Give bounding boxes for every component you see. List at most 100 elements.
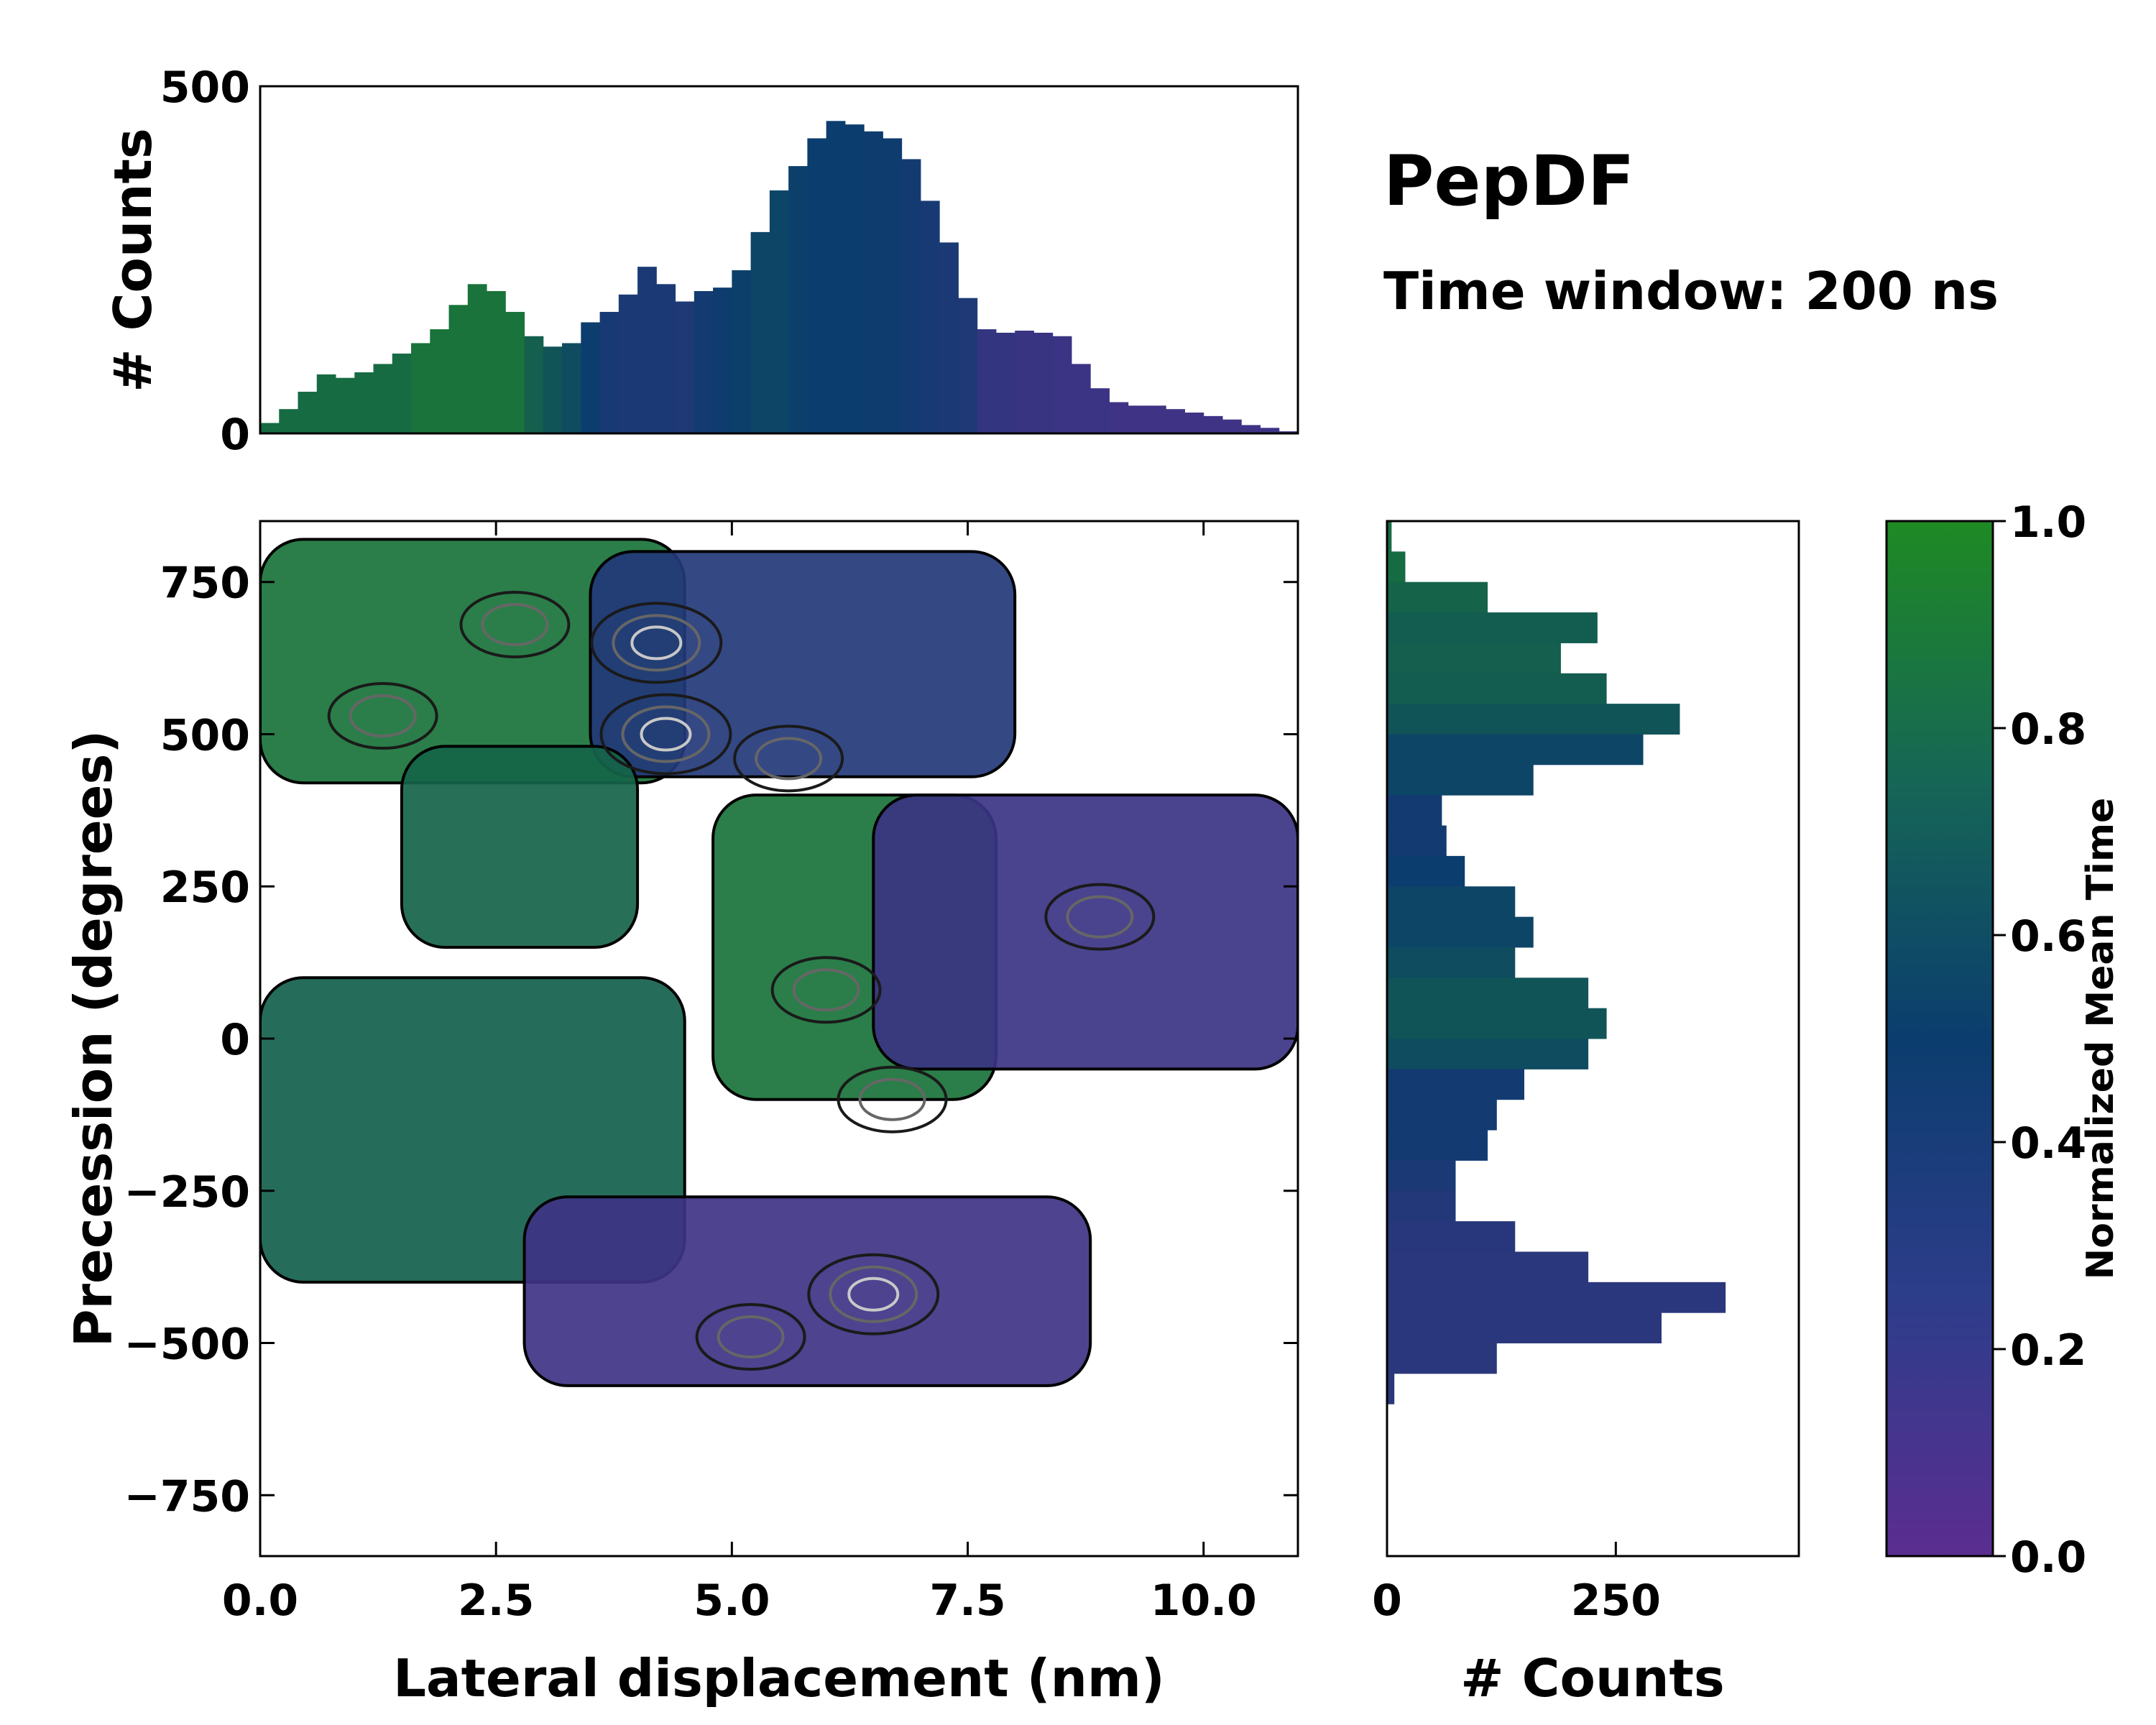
colorbar-tick-label: 0.6	[2010, 911, 2086, 962]
top-histogram-bar	[467, 284, 487, 433]
density-contour	[837, 1065, 948, 1133]
top-histogram-bar	[1052, 336, 1072, 433]
right-histogram-bar	[1387, 521, 1392, 552]
top-histogram-bar	[958, 298, 978, 433]
colorbar: 0.0 0.2 0.4 0.6 0.8 1.0 Normalized Mean Time	[1885, 497, 2122, 1583]
right-histogram-bars	[1387, 521, 1726, 1404]
top-histogram-bar	[826, 121, 846, 434]
right-histogram-bar	[1387, 1130, 1488, 1161]
top-histogram-ticks: 0 500	[160, 63, 273, 460]
right-histogram-xtick-label: 250	[1571, 1576, 1661, 1626]
density-contour	[1066, 895, 1134, 939]
colorbar-tick-label: 0.2	[2010, 1325, 2086, 1376]
right-histogram-bar	[1387, 612, 1598, 643]
heatmap-regions	[260, 538, 1298, 1387]
right-histogram-bar	[1387, 1282, 1726, 1313]
main-heatmap-ytick-label: −500	[124, 1320, 250, 1370]
density-contour	[695, 1303, 806, 1371]
right-histogram-bar	[1387, 1008, 1607, 1039]
density-contour	[807, 1253, 940, 1335]
right-histogram-bar	[1387, 643, 1561, 674]
right-histogram-bar	[1387, 581, 1488, 613]
figure-subtitle: Time window: 200 ns	[1383, 261, 1999, 321]
main-heatmap-xtick-label: 0.0	[222, 1576, 298, 1626]
top-histogram-bar	[1260, 428, 1280, 433]
top-histogram-bar	[1146, 405, 1166, 433]
right-histogram-bar	[1387, 1312, 1662, 1344]
heatmap-region	[589, 550, 1017, 778]
main-heatmap-ytick-label: 0	[220, 1015, 250, 1065]
density-contour	[481, 603, 549, 646]
right-histogram-bar	[1387, 886, 1516, 918]
right-histogram-bar	[1387, 1039, 1589, 1070]
main-heatmap-xtick-label: 7.5	[929, 1576, 1005, 1626]
right-histogram-bar	[1387, 1343, 1497, 1374]
top-histogram-frame	[259, 85, 1299, 435]
top-histogram-bar	[1128, 405, 1148, 433]
density-contour	[612, 614, 701, 672]
density-contour	[792, 968, 860, 1012]
right-histogram-xtick-label: 0	[1372, 1576, 1402, 1626]
colorbar-tick-label: 0.8	[2010, 704, 2086, 755]
right-histogram-bar	[1387, 1099, 1497, 1131]
density-contour	[599, 693, 732, 776]
top-histogram-bar	[316, 374, 336, 433]
top-histogram-bar	[1184, 413, 1204, 433]
top-histogram: 0 500 # Counts	[103, 63, 1299, 460]
right-histogram-bar	[1387, 734, 1644, 765]
main-heatmap-ytick-label: 750	[160, 558, 250, 609]
top-histogram-bar	[487, 290, 506, 433]
top-histogram-bar	[411, 343, 430, 433]
top-histogram-bar	[336, 377, 355, 433]
top-histogram-bar	[1033, 332, 1054, 433]
density-contour	[640, 717, 692, 752]
colorbar-ticks: 0.0 0.2 0.4 0.6 0.8 1.0	[1993, 497, 2086, 1583]
top-histogram-bar	[1166, 409, 1185, 433]
top-histogram-bar	[977, 329, 997, 433]
density-contour	[459, 591, 571, 658]
top-histogram-bar	[675, 301, 695, 433]
heatmap-region	[522, 1195, 1092, 1387]
colorbar-gradient	[1885, 520, 1994, 1558]
top-histogram-bar	[392, 353, 412, 433]
density-contour	[858, 1077, 926, 1121]
main-heatmap-xtick-label: 5.0	[694, 1576, 770, 1626]
top-histogram-bar	[713, 288, 732, 433]
top-histogram-bar	[1090, 388, 1110, 433]
main-heatmap-xtick-label: 2.5	[458, 1576, 534, 1626]
right-histogram-bar	[1387, 855, 1465, 887]
top-histogram-bar	[788, 166, 808, 433]
top-histogram-bar	[920, 201, 940, 433]
top-histogram-bar	[430, 329, 450, 433]
right-histogram-bar	[1387, 764, 1534, 796]
right-histogram-xlabel: # Counts	[1460, 1648, 1725, 1708]
top-histogram-bar	[995, 332, 1015, 433]
density-contour	[621, 705, 711, 763]
top-histogram-bar	[618, 294, 638, 433]
main-heatmap-ylabel: Precession (degrees)	[63, 730, 124, 1348]
right-histogram-ticks: 0 250	[1372, 1542, 1661, 1626]
density-contour	[829, 1265, 918, 1323]
colorbar-tick-label: 1.0	[2010, 497, 2086, 548]
top-histogram-bar	[1203, 415, 1223, 433]
main-heatmap-ytick-label: 250	[160, 862, 250, 913]
top-histogram-bar	[1071, 364, 1091, 433]
top-histogram-bar	[581, 322, 601, 433]
right-histogram-bar	[1387, 1190, 1456, 1222]
top-histogram-bar	[1241, 425, 1261, 433]
right-histogram: 0 250 # Counts	[1372, 520, 1800, 1708]
top-histogram-bar	[769, 190, 789, 433]
top-histogram-bar	[656, 284, 676, 433]
main-heatmap-ytick-label: −250	[124, 1167, 250, 1218]
top-histogram-bar	[844, 124, 865, 433]
top-histogram-bar	[599, 311, 619, 433]
main-heatmap-xlabel: Lateral displacement (nm)	[393, 1648, 1165, 1708]
top-histogram-bar	[524, 336, 544, 433]
top-histogram-ytick-label: 0	[220, 410, 250, 460]
top-histogram-bar	[505, 311, 525, 433]
density-peaks	[327, 591, 1156, 1371]
right-histogram-bar	[1387, 947, 1516, 978]
density-contour	[349, 694, 417, 738]
top-histogram-ytick-label: 500	[160, 63, 250, 113]
